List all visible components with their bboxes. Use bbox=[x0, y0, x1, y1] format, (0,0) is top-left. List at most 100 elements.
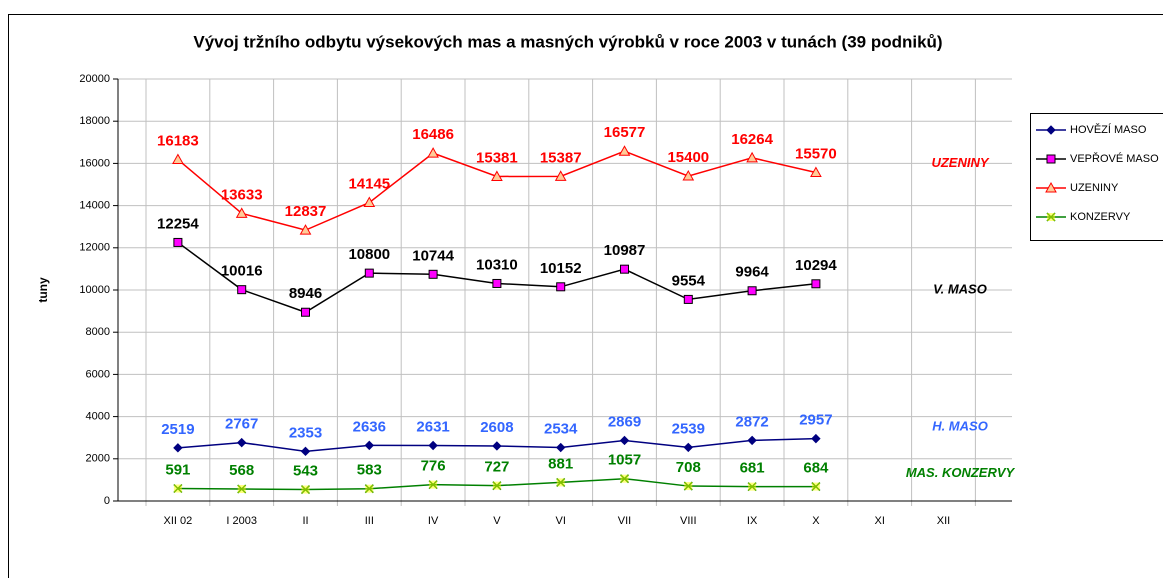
data-label: 12254 bbox=[157, 215, 199, 232]
marker bbox=[556, 282, 566, 292]
data-label: 543 bbox=[293, 463, 318, 480]
marker bbox=[746, 151, 758, 163]
data-label: 2539 bbox=[672, 420, 705, 437]
annotation: H. MASO bbox=[932, 419, 988, 434]
data-label: 2869 bbox=[608, 413, 641, 430]
legend-label: HOVĚZÍ MASO bbox=[1070, 123, 1147, 136]
legend-label: KONZERVY bbox=[1070, 211, 1131, 223]
data-label: 16264 bbox=[731, 131, 773, 148]
marker bbox=[301, 307, 310, 317]
y-tick-label: 0 bbox=[104, 495, 110, 507]
x-tick-label: XII 02 bbox=[164, 515, 193, 527]
y-tick-label: 18000 bbox=[79, 115, 110, 127]
y-tick-label: 12000 bbox=[79, 242, 110, 254]
marker bbox=[1046, 154, 1056, 164]
x-tick-label: VI bbox=[555, 515, 565, 527]
data-label: 10310 bbox=[476, 256, 518, 273]
annotation: V. MASO bbox=[933, 281, 987, 296]
data-label: 2534 bbox=[544, 421, 578, 438]
marker bbox=[492, 278, 502, 288]
marker bbox=[620, 264, 629, 274]
y-axis-label: tuny bbox=[36, 277, 50, 303]
y-tick-label: 14000 bbox=[79, 200, 110, 212]
marker bbox=[172, 153, 184, 165]
data-label: 591 bbox=[165, 461, 190, 478]
marker-bg bbox=[301, 485, 310, 494]
marker-bg bbox=[1047, 213, 1055, 221]
data-label: 10987 bbox=[604, 242, 646, 259]
y-tick-label: 10000 bbox=[79, 284, 110, 296]
legend-label: VEPŘOVÉ MASO bbox=[1070, 152, 1159, 165]
marker bbox=[554, 170, 567, 181]
data-label: 727 bbox=[484, 459, 509, 476]
x-tick-label: IV bbox=[428, 515, 439, 527]
data-label: 10152 bbox=[540, 260, 582, 277]
data-label: 16183 bbox=[157, 133, 199, 150]
data-label: 15570 bbox=[795, 145, 837, 162]
marker bbox=[428, 440, 438, 451]
marker-bg bbox=[748, 482, 757, 491]
data-label: 1057 bbox=[608, 452, 641, 469]
marker-bg bbox=[237, 485, 246, 494]
marker bbox=[173, 237, 183, 247]
x-tick-label: II bbox=[302, 515, 308, 527]
data-label: 2631 bbox=[416, 418, 449, 435]
data-label: 2636 bbox=[353, 418, 386, 435]
marker bbox=[235, 207, 248, 218]
marker-bg bbox=[811, 482, 820, 491]
marker bbox=[300, 446, 311, 457]
data-label: 681 bbox=[740, 460, 765, 477]
marker bbox=[683, 442, 694, 453]
annotation: UZENINY bbox=[931, 155, 989, 170]
x-tick-label: I 2003 bbox=[226, 515, 257, 527]
data-label: 708 bbox=[676, 459, 701, 476]
marker bbox=[364, 440, 375, 451]
data-label: 2767 bbox=[225, 416, 258, 433]
marker bbox=[619, 435, 630, 446]
marker bbox=[492, 441, 502, 451]
marker bbox=[363, 196, 376, 208]
data-label: 583 bbox=[357, 462, 382, 479]
data-label: 10294 bbox=[795, 257, 837, 274]
marker bbox=[1046, 125, 1056, 135]
data-label: 9554 bbox=[672, 272, 706, 289]
x-tick-label: XI bbox=[874, 515, 884, 527]
data-label: 10800 bbox=[348, 246, 390, 263]
data-label: 2353 bbox=[289, 424, 322, 441]
marker bbox=[1045, 181, 1057, 193]
x-tick-label: XII bbox=[937, 515, 950, 527]
marker bbox=[237, 285, 247, 295]
marker bbox=[747, 286, 757, 296]
marker bbox=[427, 147, 439, 158]
marker-bg bbox=[556, 478, 565, 487]
marker bbox=[173, 443, 183, 453]
data-label: 684 bbox=[803, 460, 829, 477]
y-tick-label: 2000 bbox=[86, 453, 110, 465]
data-label: 12837 bbox=[285, 203, 327, 220]
x-tick-label: VIII bbox=[680, 515, 697, 527]
data-label: 13633 bbox=[221, 186, 263, 203]
marker-bg bbox=[365, 484, 374, 493]
x-tick-label: IX bbox=[747, 515, 758, 527]
marker bbox=[811, 433, 821, 444]
chart-title: Vývoj tržního odbytu výsekových mas a ma… bbox=[193, 32, 942, 51]
marker bbox=[491, 170, 503, 181]
data-label: 2608 bbox=[480, 419, 513, 436]
data-label: 14145 bbox=[348, 176, 390, 193]
x-tick-label: VII bbox=[618, 515, 631, 527]
legend-label: UZENINY bbox=[1070, 182, 1119, 194]
data-label: 15387 bbox=[540, 149, 582, 166]
marker-bg bbox=[173, 484, 182, 493]
marker bbox=[364, 268, 374, 278]
marker bbox=[682, 170, 695, 181]
data-label: 15381 bbox=[476, 149, 518, 166]
marker bbox=[299, 224, 312, 235]
y-tick-label: 16000 bbox=[79, 157, 110, 169]
marker bbox=[683, 294, 693, 304]
marker-bg bbox=[684, 482, 693, 491]
data-label: 2519 bbox=[161, 421, 194, 438]
y-tick-label: 4000 bbox=[86, 411, 110, 423]
marker bbox=[811, 279, 821, 289]
marker bbox=[810, 166, 822, 177]
data-label: 15400 bbox=[667, 149, 709, 166]
